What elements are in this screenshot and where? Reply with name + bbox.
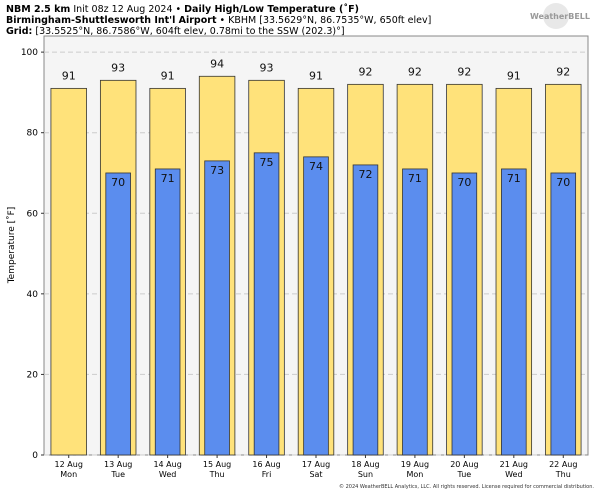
init: Init 08z 12 Aug 2024 • bbox=[73, 4, 181, 15]
product: Daily High/Low Temperature (˚F) bbox=[184, 4, 359, 15]
bar bbox=[303, 156, 329, 456]
value-label: 93 bbox=[260, 61, 274, 74]
header-line3: Grid: [33.5525°N, 86.7586°W, 604ft elev,… bbox=[6, 26, 345, 37]
station: Birmingham-Shuttlesworth Int'l Airport bbox=[6, 15, 217, 26]
x-tick-label: 15 Aug bbox=[203, 460, 231, 469]
x-tick-sublabel: Sat bbox=[309, 470, 322, 479]
value-label: 94 bbox=[210, 57, 224, 70]
bar bbox=[451, 172, 478, 456]
x-tick-label: 22 Aug bbox=[549, 460, 577, 469]
x-tick-sublabel: Tue bbox=[457, 470, 472, 479]
bar bbox=[501, 168, 527, 456]
x-tick-sublabel: Thu bbox=[555, 470, 571, 479]
bar bbox=[154, 168, 181, 456]
value-label: 71 bbox=[507, 172, 521, 185]
x-tick-label: 21 Aug bbox=[500, 460, 528, 469]
y-tick-label: 20 bbox=[27, 370, 39, 380]
x-tick-sublabel: Fri bbox=[262, 470, 272, 479]
footer: © 2024 WeatherBELL Analytics, LLC. All r… bbox=[339, 483, 594, 490]
x-tick-label: 12 Aug bbox=[55, 460, 83, 469]
x-tick-label: 13 Aug bbox=[104, 460, 132, 469]
y-tick-label: 40 bbox=[27, 290, 39, 300]
x-tick-sublabel: Wed bbox=[505, 470, 522, 479]
bar bbox=[204, 160, 230, 456]
header-line1: NBM 2.5 km Init 08z 12 Aug 2024 • Daily … bbox=[6, 4, 359, 15]
x-tick-sublabel: Thu bbox=[209, 470, 225, 479]
y-axis-label: Temperature [˚F] bbox=[6, 207, 17, 285]
value-label: 71 bbox=[408, 172, 422, 185]
value-label: 92 bbox=[358, 65, 372, 78]
bar bbox=[105, 172, 131, 456]
value-label: 70 bbox=[111, 176, 125, 189]
value-label: 92 bbox=[457, 65, 471, 78]
value-label: 91 bbox=[62, 69, 76, 82]
value-label: 91 bbox=[507, 69, 521, 82]
value-label: 70 bbox=[556, 176, 570, 189]
logo: WeatherBELL bbox=[530, 12, 590, 21]
grid-label: Grid: bbox=[6, 26, 32, 37]
x-tick-sublabel: Mon bbox=[60, 470, 77, 479]
value-label: 91 bbox=[161, 69, 175, 82]
x-tick-label: 18 Aug bbox=[351, 460, 379, 469]
station-info: • KBHM [33.5629°N, 86.7535°W, 650ft elev… bbox=[220, 15, 432, 26]
value-label: 92 bbox=[408, 65, 422, 78]
x-tick-sublabel: Sun bbox=[358, 470, 373, 479]
y-tick-label: 80 bbox=[27, 129, 39, 139]
value-label: 92 bbox=[556, 65, 570, 78]
value-label: 91 bbox=[309, 69, 323, 82]
bar bbox=[550, 172, 577, 456]
x-tick-label: 20 Aug bbox=[450, 460, 478, 469]
bar bbox=[253, 152, 280, 456]
x-tick-sublabel: Mon bbox=[406, 470, 423, 479]
bar bbox=[352, 164, 379, 456]
value-label: 93 bbox=[111, 61, 125, 74]
value-label: 70 bbox=[457, 176, 471, 189]
x-tick-label: 16 Aug bbox=[252, 460, 280, 469]
value-label: 72 bbox=[358, 168, 372, 181]
logo-mark bbox=[543, 3, 569, 29]
bar bbox=[50, 87, 87, 456]
value-label: 73 bbox=[210, 164, 224, 177]
x-tick-label: 14 Aug bbox=[153, 460, 181, 469]
header-line2: Birmingham-Shuttlesworth Int'l Airport •… bbox=[6, 15, 431, 26]
grid-info: [33.5525°N, 86.7586°W, 604ft elev, 0.78m… bbox=[35, 26, 344, 37]
x-tick-label: 19 Aug bbox=[401, 460, 429, 469]
value-label: 71 bbox=[161, 172, 175, 185]
x-tick-label: 17 Aug bbox=[302, 460, 330, 469]
y-tick-label: 0 bbox=[32, 451, 38, 461]
x-tick-sublabel: Wed bbox=[159, 470, 176, 479]
bar bbox=[402, 168, 428, 456]
y-tick-label: 60 bbox=[27, 209, 39, 219]
x-tick-sublabel: Tue bbox=[110, 470, 125, 479]
y-tick-label: 100 bbox=[21, 48, 38, 58]
value-label: 75 bbox=[260, 156, 274, 169]
model: NBM 2.5 km bbox=[6, 4, 70, 15]
value-label: 74 bbox=[309, 160, 323, 173]
